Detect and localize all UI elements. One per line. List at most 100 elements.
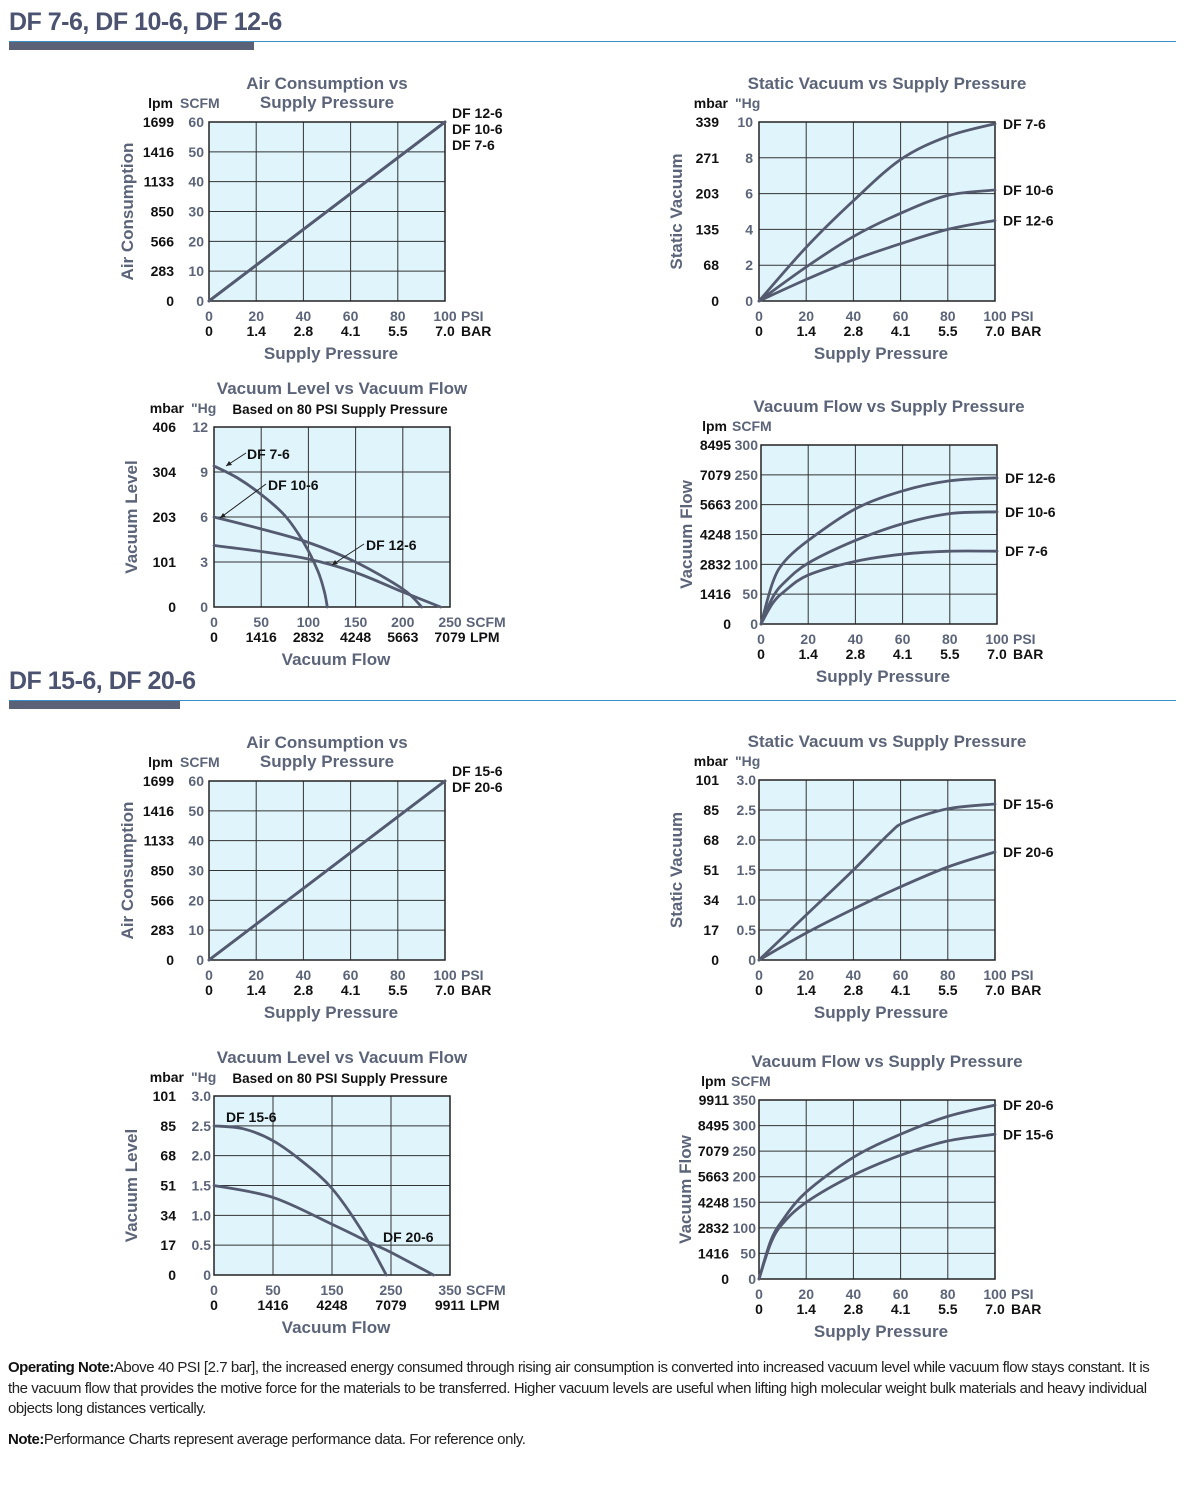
- x-tick-label-secondary: 2.8: [294, 982, 314, 998]
- x-tick-label-secondary: 4.1: [891, 1301, 911, 1317]
- x-tick-label-secondary: 4.1: [893, 646, 913, 662]
- x-tick-label-secondary: 2832: [293, 629, 324, 645]
- plot-border: [208, 121, 446, 302]
- plot-border: [758, 121, 996, 302]
- y-tick-label-secondary: 68: [160, 1148, 176, 1164]
- y-tick-label: 3: [200, 554, 208, 570]
- y-tick-label-secondary: 5663: [698, 1169, 729, 1185]
- y-tick-label-secondary: 9911: [699, 1092, 730, 1108]
- y-tick-label: 0: [750, 616, 758, 632]
- y-tick-label-secondary: 135: [696, 221, 720, 237]
- reference-note-label: Note:: [8, 1431, 44, 1448]
- y-axis-title: Vacuum Level: [122, 460, 141, 573]
- x-tick-label-secondary: 4.1: [891, 982, 911, 998]
- y-tick-label: 12: [192, 419, 208, 435]
- x-tick-label-secondary: 7.0: [985, 982, 1005, 998]
- x-tick-label-secondary: 4248: [316, 1297, 347, 1313]
- y-tick-label-secondary: 34: [703, 892, 719, 908]
- x-tick-label-secondary: 0: [755, 1301, 763, 1317]
- x-axis-title: Supply Pressure: [814, 1322, 948, 1341]
- chart-title: Static Vacuum vs Supply Pressure: [748, 74, 1027, 93]
- y-tick-label: 8: [745, 150, 753, 166]
- y-unit: "Hg: [191, 400, 216, 416]
- plot-border: [758, 1099, 996, 1280]
- y-unit: SCFM: [180, 754, 220, 770]
- chart: Vacuum Level vs Vacuum Flow Based on 80 P…: [122, 379, 506, 669]
- x-tick-label: 40: [848, 631, 864, 647]
- x-tick-label-secondary: 0: [205, 982, 213, 998]
- y-tick-label-secondary: 4248: [698, 1194, 729, 1210]
- y-tick-label-secondary: 339: [696, 114, 720, 130]
- y-tick-label-secondary: 4248: [700, 527, 731, 543]
- y-tick-label: 2.0: [737, 832, 757, 848]
- y-tick-label: 10: [737, 114, 753, 130]
- x-unit-secondary: BAR: [1011, 323, 1041, 339]
- x-tick-label-secondary: 2.8: [844, 323, 864, 339]
- chart-title: Air Consumption vs: [246, 733, 408, 752]
- series-label: DF 20-6: [1003, 1097, 1054, 1113]
- x-tick-label: 350: [438, 1282, 462, 1298]
- chart-title: Air Consumption vs: [246, 74, 408, 93]
- x-tick-label: 40: [846, 308, 862, 324]
- y-tick-label: 50: [742, 586, 758, 602]
- x-tick-label: 100: [433, 967, 457, 983]
- series-line: [757, 122, 997, 303]
- section-bar: [9, 701, 180, 709]
- operating-note-text: Above 40 PSI [2.7 bar], the increased en…: [8, 1359, 1150, 1417]
- y-tick-label: 4: [745, 221, 753, 237]
- x-tick-label-secondary: 1.4: [796, 323, 816, 339]
- y-tick-label-secondary: 101: [153, 554, 177, 570]
- y-unit: SCFM: [731, 1073, 771, 1089]
- series-line: [757, 1132, 997, 1281]
- x-tick-label: 50: [253, 614, 269, 630]
- x-axis-title: Supply Pressure: [814, 1003, 948, 1022]
- x-tick-label: 0: [755, 308, 763, 324]
- y-tick-label-secondary: 17: [160, 1237, 176, 1253]
- x-tick-label: 80: [390, 308, 406, 324]
- x-tick-label-secondary: 5.5: [940, 646, 960, 662]
- chart-subtitle: Based on 80 PSI Supply Pressure: [232, 1071, 448, 1086]
- y-tick-label: 2: [745, 257, 753, 273]
- plot-border: [760, 444, 998, 625]
- x-tick-label: 0: [210, 1282, 218, 1298]
- y-tick-label-secondary: 1416: [143, 803, 174, 819]
- x-axis-title: Supply Pressure: [816, 667, 950, 686]
- y-tick-label: 2.0: [192, 1148, 212, 1164]
- y-tick-label-secondary: 850: [151, 204, 175, 220]
- x-unit: PSI: [1011, 308, 1034, 324]
- y-tick-label: 1.0: [737, 892, 757, 908]
- y-axis-title: Vacuum Flow: [677, 479, 696, 588]
- section-rule: [9, 700, 1176, 701]
- series-line: [212, 464, 329, 609]
- leader-line: [219, 483, 267, 519]
- x-tick-label: 60: [893, 1286, 909, 1302]
- y-tick-label: 250: [733, 1143, 757, 1159]
- y-tick-label-secondary: 1416: [143, 144, 174, 160]
- x-tick-label-secondary: 1.4: [246, 323, 266, 339]
- arrowhead-icon: [226, 461, 232, 466]
- x-tick-label: 80: [942, 631, 958, 647]
- y-unit: SCFM: [732, 418, 772, 434]
- y-axis-title: Static Vacuum: [667, 153, 686, 269]
- section-rule: [9, 41, 1176, 42]
- section-heading: DF 15-6, DF 20-6: [9, 667, 196, 695]
- x-unit: PSI: [461, 308, 484, 324]
- x-tick-label-secondary: 0: [755, 982, 763, 998]
- y-tick-label-secondary: 283: [151, 263, 175, 279]
- x-tick-label: 80: [390, 967, 406, 983]
- x-tick-label: 250: [438, 614, 462, 630]
- series-line: [757, 802, 997, 962]
- y-tick-label: 150: [733, 1194, 757, 1210]
- x-tick-label: 0: [205, 308, 213, 324]
- y-tick-label: 0: [745, 293, 753, 309]
- x-tick-label: 20: [800, 631, 816, 647]
- y-tick-label: 40: [188, 833, 204, 849]
- y-tick-label-secondary: 1133: [144, 174, 175, 190]
- series-line: [757, 219, 997, 303]
- y-unit-secondary: lpm: [148, 754, 173, 770]
- y-tick-label-secondary: 566: [151, 892, 175, 908]
- x-tick-label-secondary: 7.0: [435, 323, 455, 339]
- x-tick-label-secondary: 5.5: [938, 982, 958, 998]
- x-tick-label: 100: [297, 614, 321, 630]
